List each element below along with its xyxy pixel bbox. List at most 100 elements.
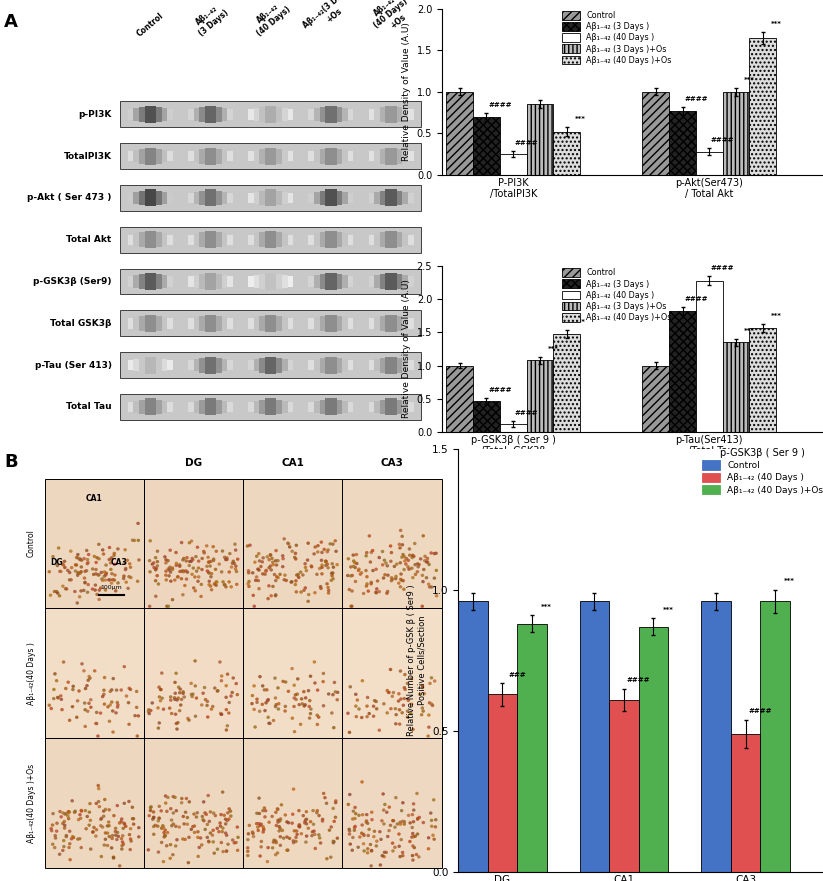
Circle shape [270, 557, 274, 560]
Circle shape [408, 840, 412, 843]
Bar [253, 275, 259, 288]
Bar [288, 151, 293, 161]
Circle shape [79, 570, 83, 574]
Bar [342, 738, 441, 868]
Circle shape [330, 574, 334, 577]
Circle shape [398, 670, 402, 673]
Circle shape [225, 696, 228, 699]
Circle shape [305, 569, 308, 573]
Bar [342, 233, 348, 246]
Circle shape [85, 827, 88, 831]
Circle shape [427, 714, 430, 717]
Circle shape [319, 559, 323, 562]
Circle shape [356, 846, 360, 849]
Circle shape [102, 815, 105, 818]
Circle shape [365, 551, 369, 554]
Circle shape [327, 591, 330, 595]
Circle shape [202, 819, 206, 823]
Circle shape [168, 707, 171, 710]
Circle shape [265, 688, 268, 692]
Bar [408, 193, 414, 204]
Bar [156, 399, 161, 414]
Circle shape [159, 699, 162, 702]
Circle shape [430, 702, 434, 706]
Circle shape [236, 848, 239, 852]
Circle shape [195, 696, 198, 700]
Circle shape [288, 837, 291, 840]
Circle shape [295, 833, 299, 836]
Circle shape [259, 845, 263, 848]
Circle shape [328, 828, 331, 832]
Circle shape [249, 544, 252, 547]
Circle shape [435, 569, 438, 572]
Bar [265, 189, 271, 206]
Circle shape [268, 722, 272, 725]
Circle shape [346, 574, 350, 577]
Bar [167, 402, 173, 412]
Legend: Control, Aβ₁₋₄₂ (3 Days ), Aβ₁₋₄₂ (40 Days ), Aβ₁₋₄₂ (3 Days )+Os, Aβ₁₋₄₂ (40 Da: Control, Aβ₁₋₄₂ (3 Days ), Aβ₁₋₄₂ (40 Da… [560, 267, 673, 323]
Circle shape [295, 829, 299, 833]
Circle shape [167, 604, 170, 608]
Circle shape [282, 578, 286, 581]
Circle shape [112, 814, 116, 818]
Circle shape [68, 858, 72, 862]
Bar [402, 108, 408, 121]
Circle shape [147, 814, 151, 818]
Circle shape [95, 722, 99, 725]
Circle shape [223, 583, 226, 587]
Circle shape [410, 835, 414, 839]
Circle shape [217, 562, 221, 566]
Text: 100μm: 100μm [100, 585, 123, 590]
Bar [760, 602, 790, 872]
Circle shape [100, 817, 104, 820]
Circle shape [315, 811, 319, 814]
Circle shape [434, 818, 438, 821]
Bar [227, 109, 233, 120]
Circle shape [399, 698, 402, 700]
Bar [222, 359, 227, 372]
Circle shape [391, 819, 394, 822]
Bar [337, 233, 342, 248]
Bar [643, 366, 669, 432]
Bar [271, 398, 277, 416]
Bar [397, 107, 402, 122]
Circle shape [76, 574, 80, 577]
Circle shape [169, 549, 172, 552]
Text: ####: #### [515, 140, 538, 145]
Circle shape [207, 794, 210, 797]
Bar [579, 602, 609, 872]
Circle shape [351, 565, 356, 568]
Circle shape [277, 818, 280, 822]
Bar [397, 358, 402, 373]
Circle shape [433, 576, 436, 580]
Circle shape [94, 583, 97, 587]
Circle shape [186, 571, 189, 574]
Circle shape [116, 706, 119, 709]
Circle shape [422, 692, 426, 695]
Bar [199, 233, 205, 248]
Circle shape [178, 570, 182, 574]
Circle shape [353, 566, 357, 569]
Circle shape [352, 559, 356, 563]
Circle shape [133, 539, 136, 542]
Bar [253, 359, 259, 372]
Circle shape [124, 825, 128, 828]
Bar [391, 273, 397, 290]
Circle shape [294, 558, 298, 560]
Circle shape [416, 565, 420, 568]
Bar [211, 231, 216, 248]
Circle shape [312, 552, 316, 556]
Text: ***: *** [663, 607, 674, 612]
Circle shape [331, 571, 335, 574]
Circle shape [127, 701, 130, 705]
Bar [391, 357, 397, 374]
Circle shape [365, 715, 369, 718]
Bar [193, 192, 199, 204]
Circle shape [171, 822, 175, 825]
Circle shape [378, 590, 381, 593]
Circle shape [401, 801, 405, 804]
Text: ***: *** [744, 328, 755, 334]
Circle shape [331, 693, 335, 696]
Bar [348, 277, 353, 286]
Bar [314, 192, 319, 204]
